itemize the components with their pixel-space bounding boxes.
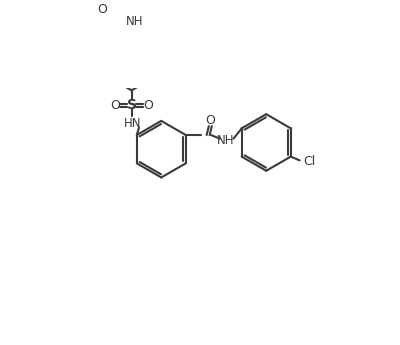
Text: O: O — [110, 99, 120, 112]
Text: O: O — [98, 3, 108, 16]
Text: O: O — [143, 99, 153, 112]
Text: Cl: Cl — [303, 155, 316, 168]
Text: NH: NH — [217, 134, 235, 147]
Text: HN: HN — [124, 117, 142, 130]
Text: S: S — [126, 98, 136, 112]
Text: NH: NH — [126, 15, 143, 28]
Text: O: O — [206, 114, 215, 127]
